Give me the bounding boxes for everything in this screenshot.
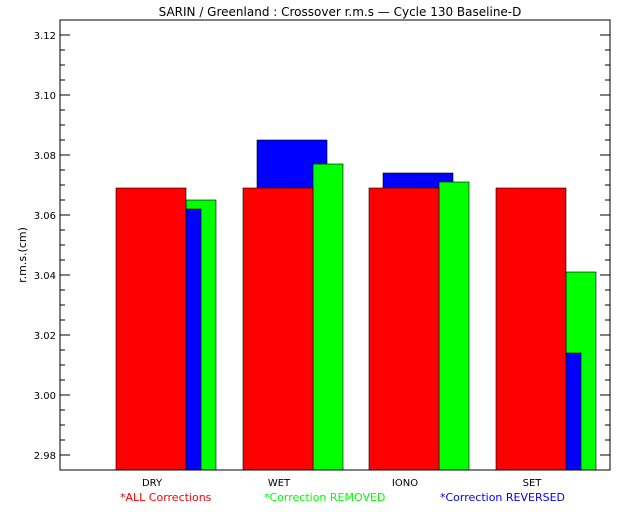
bar-all-corrections-iono [368, 187, 440, 471]
y-ticks-group: 3.12 3.10 3.08 3.06 3.04 3.02 3.00 2.98 [34, 19, 610, 471]
chart-title: SARIN / Greenland : Crossover r.m.s — Cy… [159, 5, 522, 19]
y-axis-label: r.m.s.(cm) [16, 227, 29, 283]
y-tick-label: 3.02 [34, 331, 56, 342]
y-tick-label: 3.08 [34, 151, 56, 162]
bar-correction-reversed-dry [185, 208, 202, 471]
y-tick-label: 3.10 [34, 91, 56, 102]
bar-correction-reversed-set [565, 352, 582, 471]
y-tick-label: 3.12 [34, 31, 56, 42]
x-tick-label: IONO [392, 478, 418, 489]
bar-all-corrections-dry [115, 187, 187, 471]
x-tick-label: DRY [142, 478, 163, 489]
bar-all-corrections-wet [242, 187, 314, 471]
bar-all-corrections-set [495, 187, 567, 471]
legend-entry: *Correction REVERSED [440, 491, 565, 504]
y-tick-label: 3.04 [34, 271, 56, 282]
legend-entry: *ALL Corrections [120, 491, 212, 504]
bar-correction-removed-iono [438, 181, 470, 471]
x-tick-label: SET [523, 478, 543, 489]
x-labels-group: DRY WET IONO SET [142, 478, 542, 489]
bars-group [115, 139, 597, 471]
legend-entry: *Correction REMOVED [264, 491, 385, 504]
bar-correction-removed-wet [312, 163, 344, 471]
y-tick-label: 3.06 [34, 211, 56, 222]
legend: *ALL Corrections *Correction REMOVED *Corr… [120, 491, 565, 504]
y-tick-label: 3.00 [34, 391, 56, 402]
y-tick-label: 2.98 [34, 451, 56, 462]
x-tick-label: WET [268, 478, 291, 489]
